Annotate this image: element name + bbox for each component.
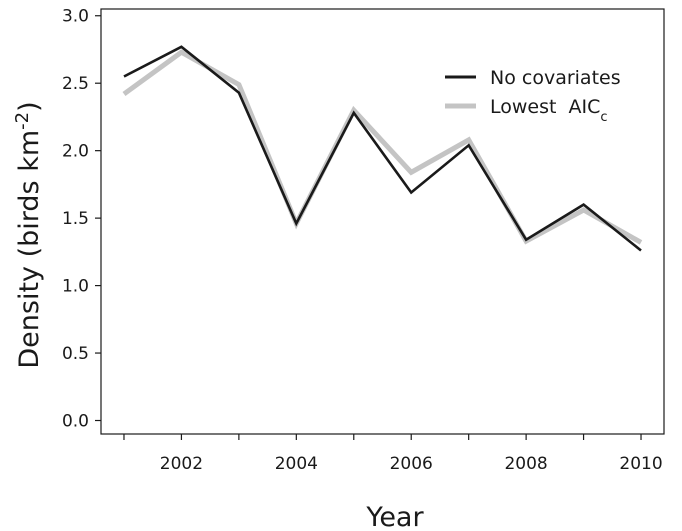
y-tick-label: 2.0	[62, 142, 89, 162]
legend-label-no-covariates: No covariates	[490, 67, 621, 89]
y-tick-label: 0.0	[62, 412, 89, 432]
y-axis-title: Density (birds km-2)	[12, 101, 46, 368]
plot-frame	[100, 8, 665, 435]
x-tick-label: 2008	[504, 454, 547, 474]
y-tick-label: 1.0	[62, 277, 89, 297]
series-line-no-covariates	[123, 45, 642, 252]
legend-subscript: c	[600, 110, 607, 125]
x-tick-label: 2004	[275, 454, 318, 474]
x-tick-label: 2006	[390, 454, 433, 474]
y-title-superscript: -2	[12, 112, 33, 130]
y-tick-label: 0.5	[62, 344, 89, 364]
legend: No covariates Lowest AICc	[445, 67, 621, 125]
y-tick-label: 1.5	[62, 209, 89, 229]
legend-label-lowest-aicc: Lowest AICc	[490, 96, 608, 125]
x-axis-title: Year	[365, 502, 424, 531]
y-axis-ticks: 0.0 0.5 1.0 1.5 2.0 2.5 3.0	[62, 7, 101, 432]
y-tick-label: 2.5	[62, 74, 89, 94]
x-axis-ticks: 2002 2004 2006 2008 2010	[123, 434, 663, 474]
x-tick-label: 2010	[619, 454, 662, 474]
y-title-close: )	[14, 101, 45, 112]
y-tick-label: 3.0	[62, 7, 89, 27]
x-tick-label: 2002	[160, 454, 203, 474]
series-lines	[122, 45, 643, 252]
